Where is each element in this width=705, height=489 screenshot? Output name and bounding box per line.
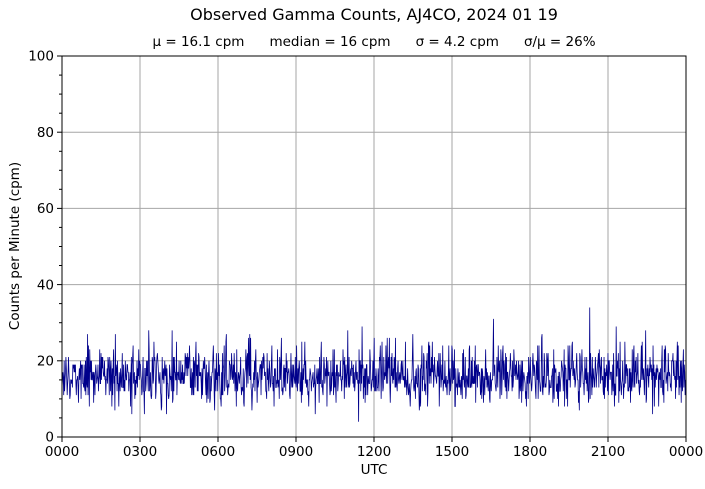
x-tick-label: 0000	[669, 444, 703, 460]
x-tick-label: 1500	[435, 444, 469, 460]
y-tick-label: 100	[28, 49, 54, 65]
y-tick-label: 40	[37, 277, 54, 293]
y-tick-label: 0	[45, 430, 54, 446]
y-tick-label: 20	[37, 354, 54, 370]
x-tick-label: 0000	[45, 444, 79, 460]
chart-subtitle: μ = 16.1 cpm median = 16 cpm σ = 4.2 cpm…	[62, 34, 686, 50]
y-tick-label: 60	[37, 201, 54, 217]
y-tick-label: 80	[37, 125, 54, 141]
x-tick-label: 0600	[201, 444, 235, 460]
x-tick-label: 0300	[123, 444, 157, 460]
chart-title: Observed Gamma Counts, AJ4CO, 2024 01 19	[190, 5, 558, 24]
stat-sigma-over-mu: σ/μ = 26%	[523, 34, 596, 50]
stat-mean: μ = 16.1 cpm	[152, 34, 245, 50]
x-tick-label: 1200	[357, 444, 391, 460]
x-axis-label: UTC	[360, 462, 388, 478]
x-tick-label: 2100	[591, 444, 625, 460]
stat-median: median = 16 cpm	[269, 34, 391, 50]
x-tick-label: 1800	[513, 444, 547, 460]
x-tick-label: 0900	[279, 444, 313, 460]
stat-sigma: σ = 4.2 cpm	[415, 34, 499, 50]
data-line	[61, 307, 687, 422]
